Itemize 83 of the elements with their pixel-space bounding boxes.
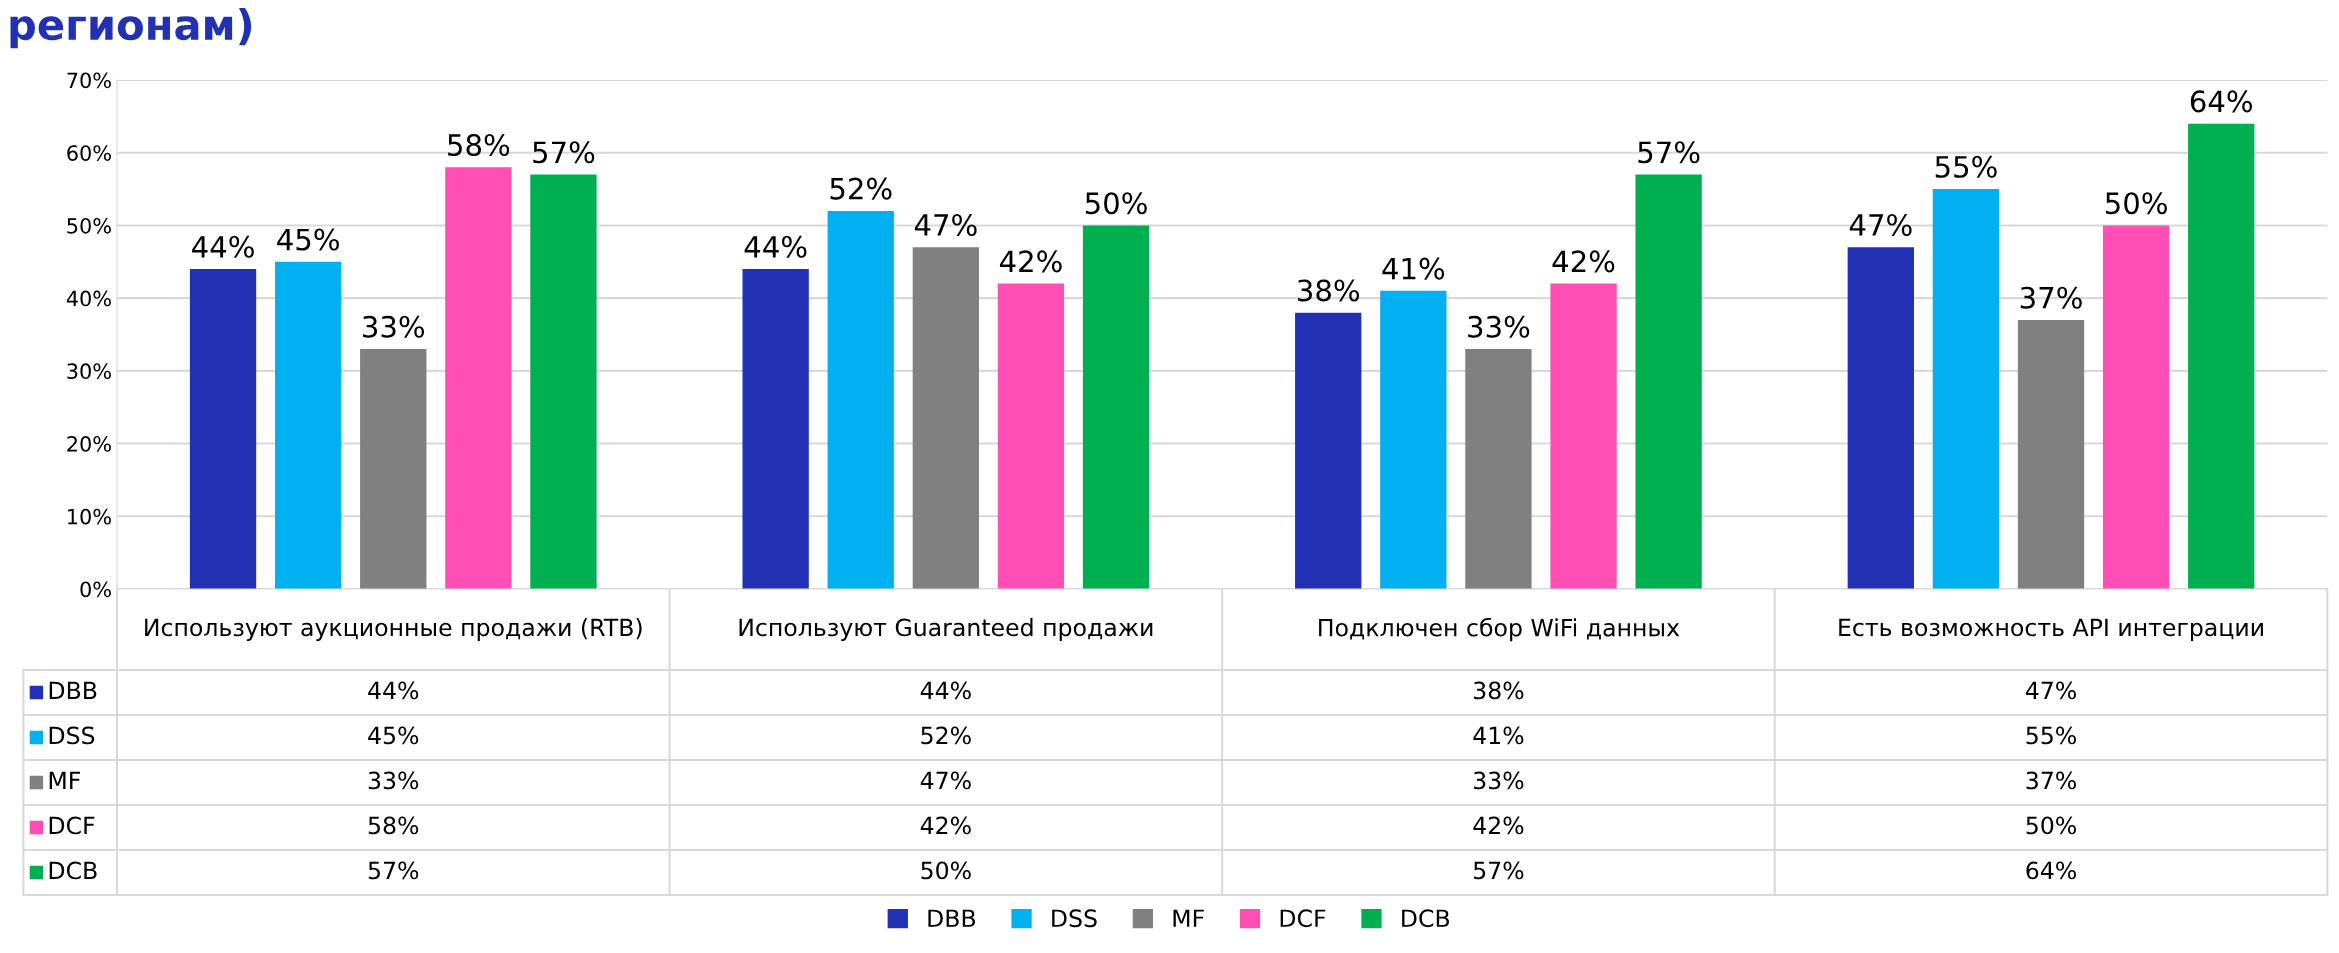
text: 55% xyxy=(1935,155,1997,178)
data-label: 33% xyxy=(1473,771,1524,790)
data-label: 57% xyxy=(1474,861,1524,880)
bar xyxy=(1847,247,1914,589)
text: 33% xyxy=(363,315,425,338)
text: 42% xyxy=(999,250,1062,273)
text: 44% xyxy=(744,235,807,258)
bar xyxy=(2188,123,2255,589)
legend-label: DBB xyxy=(49,681,97,700)
legend-label: DSS xyxy=(49,726,95,745)
data-label: 50% xyxy=(921,861,971,880)
x-tick-label: Используют Guaranteed продажи xyxy=(739,618,1153,641)
text: 47% xyxy=(914,213,977,237)
x-tick-label: Используют аукционные продажи (RTB) xyxy=(145,618,642,641)
legend-label: DCB xyxy=(1402,909,1450,928)
data-label: 58% xyxy=(368,816,419,835)
text: 50% xyxy=(2105,192,2167,215)
y-tick-label: 20% xyxy=(67,436,111,452)
bar xyxy=(360,349,427,589)
bar xyxy=(2017,319,2085,589)
bar xyxy=(1635,174,1702,589)
data-label: 44% xyxy=(920,681,971,700)
bar xyxy=(530,174,597,589)
text: 42% xyxy=(1552,250,1615,273)
text: 64% xyxy=(2190,90,2253,113)
text: DBB xyxy=(928,909,975,927)
data-label: 64% xyxy=(2026,861,2076,880)
x-tick-label: Есть возможность API интеграции xyxy=(1839,618,2263,641)
text: DCB xyxy=(49,861,97,880)
legend-label: MF xyxy=(1173,909,1204,927)
text: 50% xyxy=(1085,192,1147,215)
bar xyxy=(1932,189,2000,589)
data-label: 42% xyxy=(1473,816,1524,835)
text: 44% xyxy=(192,235,254,258)
text: 57% xyxy=(1638,141,1700,164)
data-label: 37% xyxy=(2026,771,2076,790)
data-label: 50% xyxy=(2026,816,2076,835)
bar xyxy=(912,247,979,589)
y-tick-label: 0% xyxy=(80,581,111,598)
data-label: 38% xyxy=(1473,681,1524,700)
data-label: 45% xyxy=(368,726,419,745)
data-label: 44% xyxy=(368,681,419,700)
bar xyxy=(1465,349,1532,589)
y-tick-label: 60% xyxy=(67,145,111,161)
data-label: 47% xyxy=(2025,681,2076,700)
bar xyxy=(827,210,894,589)
text: DCF xyxy=(49,816,95,835)
bar xyxy=(274,261,342,589)
data-label: 42% xyxy=(920,816,971,835)
text: 52% xyxy=(830,177,892,200)
data-label: 52% xyxy=(921,726,971,745)
bar xyxy=(1380,290,1447,589)
bar xyxy=(189,269,257,589)
data-label: 33% xyxy=(368,771,419,790)
data-label: 55% xyxy=(2026,726,2076,745)
y-tick-label: 50% xyxy=(67,217,111,234)
data-label: 57% xyxy=(368,861,419,880)
text: 41% xyxy=(1382,257,1445,280)
x-tick-label: Подключен сбор WiFi данных xyxy=(1319,617,1680,642)
bar xyxy=(1082,225,1150,589)
bar xyxy=(997,283,1065,589)
text: 33% xyxy=(1468,315,1530,338)
y-tick-label: 40% xyxy=(66,290,111,307)
text: 47% xyxy=(1849,213,1912,237)
data-label: 47% xyxy=(920,771,971,790)
text: 38% xyxy=(1298,279,1360,302)
bar xyxy=(2102,225,2170,589)
text: DSS xyxy=(1052,909,1097,928)
chart-title: регионам) xyxy=(10,8,252,49)
legend-label: DCF xyxy=(1280,909,1326,928)
text: 57% xyxy=(533,141,595,164)
text: 45% xyxy=(277,228,339,251)
bar xyxy=(1295,312,1362,589)
text: MF xyxy=(49,771,80,790)
y-tick-label: 70% xyxy=(67,72,111,89)
text: 37% xyxy=(2020,286,2082,309)
bar xyxy=(742,269,809,589)
bar xyxy=(445,167,512,589)
text: 58% xyxy=(448,133,510,157)
bar xyxy=(1550,283,1617,589)
y-tick-label: 10% xyxy=(68,508,111,525)
data-label: 41% xyxy=(1473,726,1524,745)
y-tick-label: 30% xyxy=(67,363,111,380)
